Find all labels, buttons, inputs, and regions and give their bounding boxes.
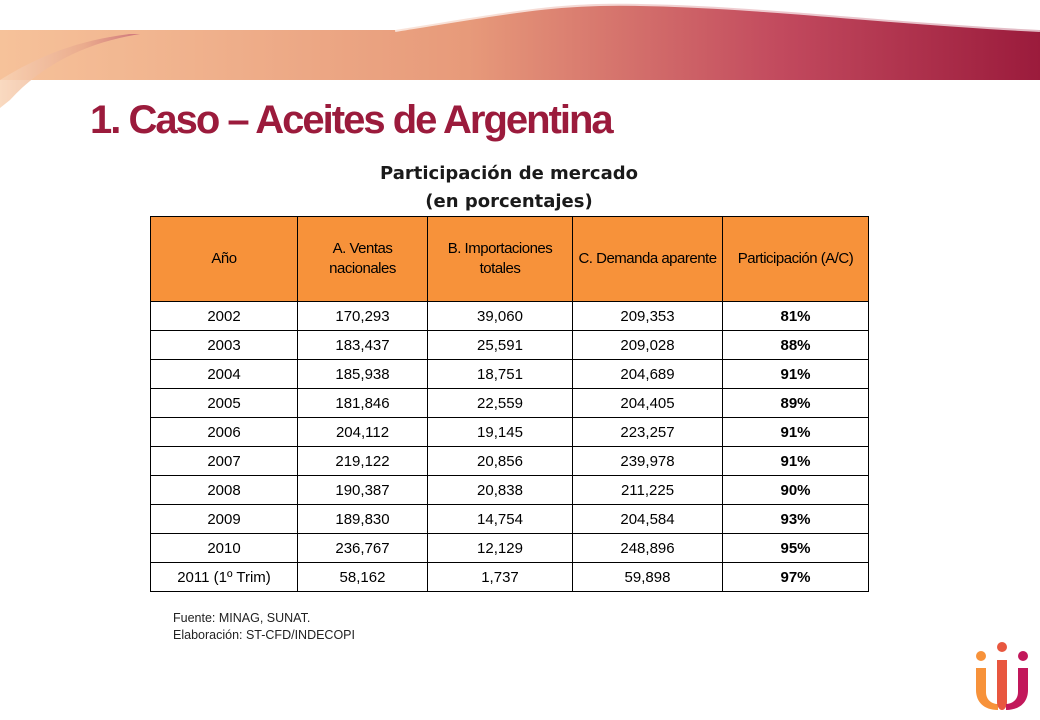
table-caption-line1: Participación de mercado (380, 163, 638, 184)
table-header-row: Año A. Ventas nacionales B. Importacione… (150, 216, 869, 302)
table-row: 2007 219,122 20,856 239,978 91% (150, 446, 869, 476)
cell-importaciones: 1,737 (427, 562, 573, 592)
cell-demanda: 248,896 (572, 533, 723, 563)
cell-ventas: 189,830 (297, 504, 428, 534)
table-row: 2010 236,767 12,129 248,896 95% (150, 533, 869, 563)
cell-demanda: 59,898 (572, 562, 723, 592)
table-caption: Participación de mercado (en porcentajes… (150, 160, 868, 216)
table-row: 2009 189,830 14,754 204,584 93% (150, 504, 869, 534)
cell-demanda: 204,689 (572, 359, 723, 389)
cell-year: 2003 (150, 330, 298, 360)
slide-title: 1. Caso – Aceites de Argentina (90, 98, 614, 142)
table-row: 2008 190,387 20,838 211,225 90% (150, 475, 869, 505)
cell-participacion: 95% (722, 533, 869, 563)
cell-importaciones: 25,591 (427, 330, 573, 360)
cell-year: 2007 (150, 446, 298, 476)
cell-year: 2011 (1º Trim) (150, 562, 298, 592)
source-line: Fuente: MINAG, SUNAT. (173, 611, 311, 625)
header-participacion: Participación (A/C) (722, 216, 869, 302)
cell-year: 2008 (150, 475, 298, 505)
table-row: 2006 204,112 19,145 223,257 91% (150, 417, 869, 447)
cell-importaciones: 14,754 (427, 504, 573, 534)
cell-importaciones: 19,145 (427, 417, 573, 447)
cell-demanda: 239,978 (572, 446, 723, 476)
cell-year: 2004 (150, 359, 298, 389)
table-row: 2003 183,437 25,591 209,028 88% (150, 330, 869, 360)
cell-demanda: 223,257 (572, 417, 723, 447)
table-row: 2004 185,938 18,751 204,689 91% (150, 359, 869, 389)
cell-participacion: 93% (722, 504, 869, 534)
header-ventas-nacionales: A. Ventas nacionales (297, 216, 428, 302)
market-share-table: Año A. Ventas nacionales B. Importacione… (150, 216, 869, 592)
table-caption-line2: (en porcentajes) (425, 191, 593, 212)
cell-participacion: 88% (722, 330, 869, 360)
cell-participacion: 97% (722, 562, 869, 592)
cell-year: 2006 (150, 417, 298, 447)
cell-participacion: 90% (722, 475, 869, 505)
cell-ventas: 236,767 (297, 533, 428, 563)
cell-participacion: 91% (722, 446, 869, 476)
cell-ventas: 58,162 (297, 562, 428, 592)
cell-ventas: 185,938 (297, 359, 428, 389)
cell-participacion: 89% (722, 388, 869, 418)
cell-demanda: 211,225 (572, 475, 723, 505)
cell-year: 2009 (150, 504, 298, 534)
cell-importaciones: 22,559 (427, 388, 573, 418)
cell-importaciones: 18,751 (427, 359, 573, 389)
cell-ventas: 190,387 (297, 475, 428, 505)
cell-demanda: 209,353 (572, 301, 723, 331)
header-demanda-aparente: C. Demanda aparente (572, 216, 723, 302)
header-ano: Año (150, 216, 298, 302)
indecopi-logo-icon (976, 642, 1028, 710)
cell-importaciones: 39,060 (427, 301, 573, 331)
table-row: 2005 181,846 22,559 204,405 89% (150, 388, 869, 418)
cell-year: 2010 (150, 533, 298, 563)
cell-participacion: 91% (722, 359, 869, 389)
cell-year: 2005 (150, 388, 298, 418)
table-row: 2011 (1º Trim) 58,162 1,737 59,898 97% (150, 562, 869, 592)
cell-participacion: 81% (722, 301, 869, 331)
cell-demanda: 204,405 (572, 388, 723, 418)
table-row: 2002 170,293 39,060 209,353 81% (150, 301, 869, 331)
cell-year: 2002 (150, 301, 298, 331)
cell-importaciones: 20,838 (427, 475, 573, 505)
source-note: Fuente: MINAG, SUNAT. Elaboración: ST-CF… (173, 610, 355, 644)
cell-importaciones: 12,129 (427, 533, 573, 563)
cell-ventas: 204,112 (297, 417, 428, 447)
cell-ventas: 170,293 (297, 301, 428, 331)
elaboration-line: Elaboración: ST-CFD/INDECOPI (173, 628, 355, 642)
cell-ventas: 183,437 (297, 330, 428, 360)
cell-demanda: 204,584 (572, 504, 723, 534)
cell-participacion: 91% (722, 417, 869, 447)
cell-demanda: 209,028 (572, 330, 723, 360)
cell-ventas: 219,122 (297, 446, 428, 476)
header-importaciones-totales: B. Importaciones totales (427, 216, 573, 302)
cell-importaciones: 20,856 (427, 446, 573, 476)
header-banner (0, 1, 1040, 108)
cell-ventas: 181,846 (297, 388, 428, 418)
